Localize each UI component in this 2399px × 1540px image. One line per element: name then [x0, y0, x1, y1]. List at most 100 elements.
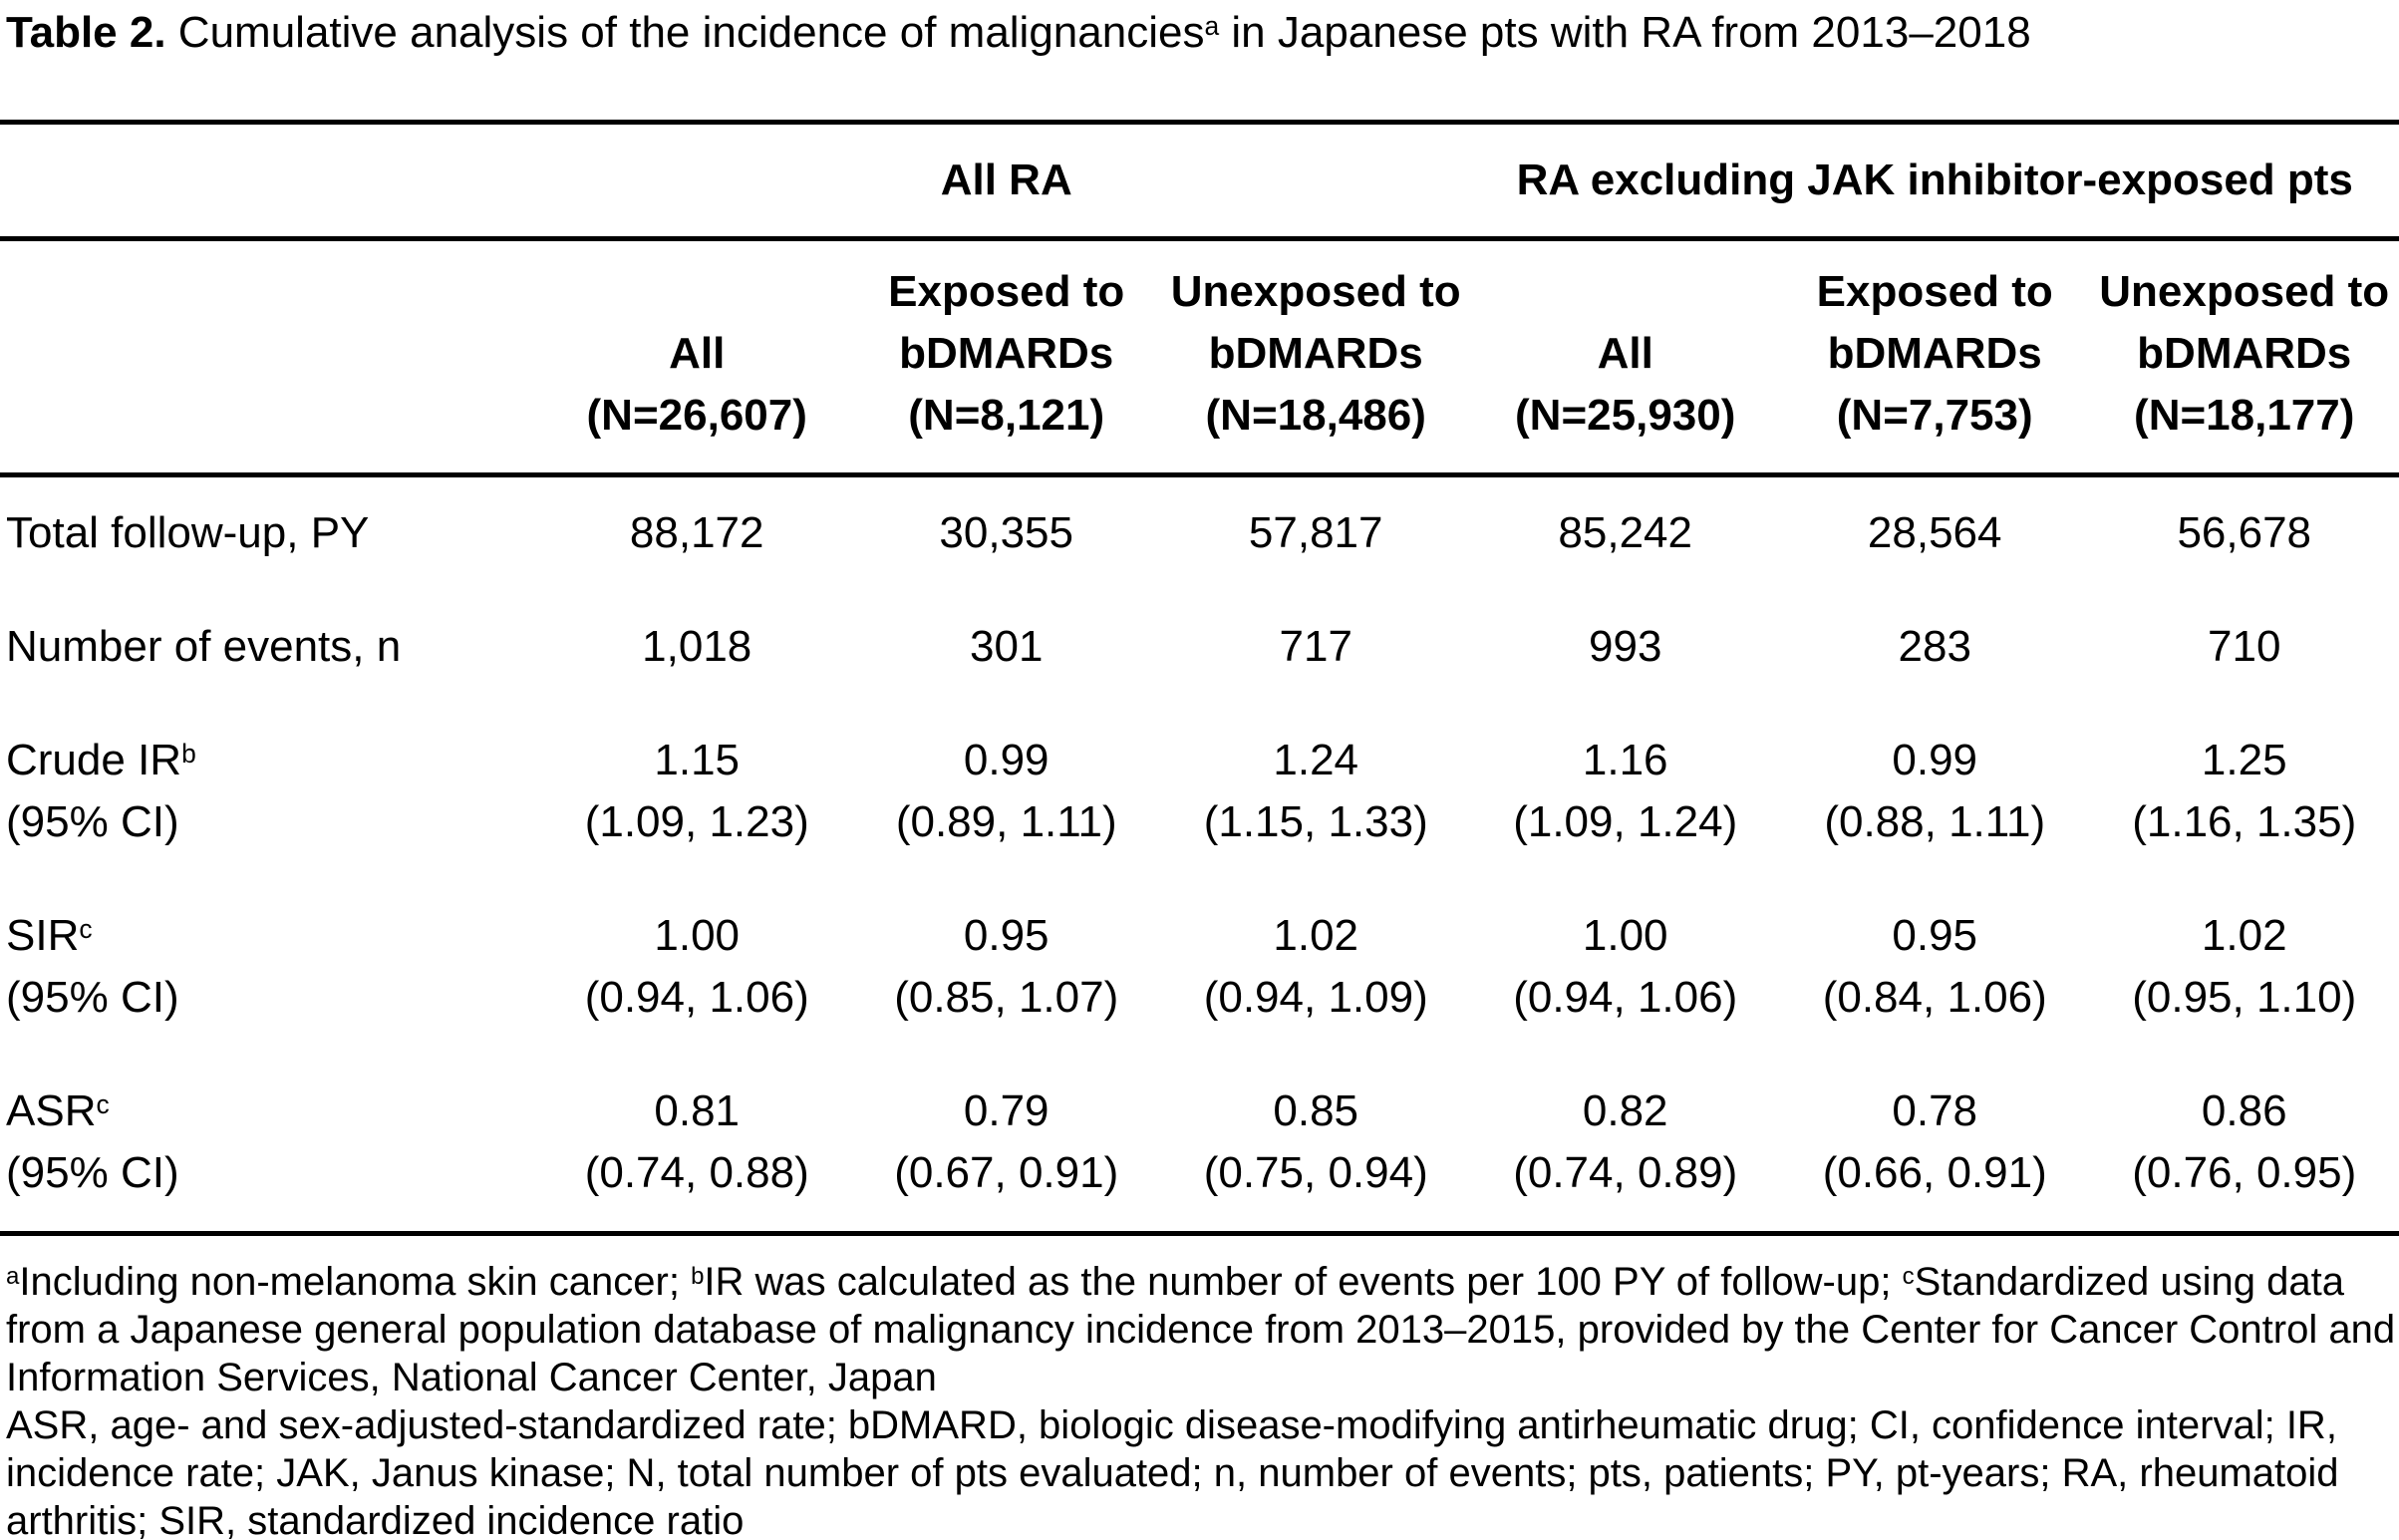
footnote-abbreviations: ASR, age- and sex-adjusted-standardized …: [6, 1403, 2339, 1540]
row-label-asr: ASRc (95% CI): [0, 1056, 542, 1236]
cell-value: 1.15: [654, 736, 741, 784]
footnotes: aIncluding non-melanoma skin cancer; bIR…: [0, 1258, 2399, 1540]
cell-value-ci: 0.99 (0.89, 1.11): [851, 705, 1161, 880]
cell-value: 0.99: [963, 736, 1050, 784]
column-header-line: (N=18,177): [2134, 391, 2355, 440]
cell-value: 1.02: [1273, 911, 1359, 960]
cell-ci: (0.74, 0.89): [1513, 1148, 1738, 1197]
cell-value: 1,018: [642, 622, 752, 671]
cell-value: 57,817: [1248, 508, 1383, 557]
column-header-ra-excl-jak-exposed: Exposed to bDMARDs (N=7,753): [1779, 238, 2090, 477]
row-sublabel: (95% CI): [6, 973, 179, 1022]
cell-value: 0.86: [2201, 1086, 2287, 1135]
cell-ci: (0.94, 1.06): [584, 973, 809, 1022]
row-sublabel: (95% CI): [6, 1148, 179, 1197]
column-header-line: (N=18,486): [1205, 391, 1426, 440]
cell-value-ci: 0.86 (0.76, 0.95): [2089, 1056, 2399, 1236]
row-label-number-of-events: Number of events, n: [6, 622, 402, 671]
cell-ci: (0.85, 1.07): [894, 973, 1119, 1022]
cell-ci: (1.09, 1.23): [584, 797, 809, 846]
cell-value: 301: [970, 622, 1044, 671]
column-header-row: All (N=26,607) Exposed to bDMARDs (N=8,1…: [0, 238, 2399, 477]
cell-value: 1.25: [2201, 736, 2287, 784]
corner-cell: [0, 238, 542, 477]
cell-value-ci: 0.81 (0.74, 0.88): [541, 1056, 852, 1236]
cell-value: 1.02: [2201, 911, 2287, 960]
cell-value: 993: [1589, 622, 1662, 671]
column-header-ra-excl-jak-all: All (N=25,930): [1470, 238, 1780, 477]
cell-ci: (0.94, 1.06): [1513, 973, 1738, 1022]
cell-value: 0.79: [963, 1086, 1050, 1135]
column-header-line: All: [1597, 329, 1653, 378]
footnote-text-a: Including non-melanoma skin cancer;: [19, 1260, 692, 1304]
column-header-line: All: [669, 329, 726, 378]
table-row-total-followup: Total follow-up, PY 88,172 30,355 57,817…: [0, 475, 2399, 592]
table-row-crude-ir: Crude IRb (95% CI) 1.15 (1.09, 1.23) 0.99…: [0, 705, 2399, 880]
group-header-all-ra: All RA: [541, 120, 1471, 241]
cell-value: 710: [2208, 622, 2281, 671]
table-number-label: Table 2.: [6, 8, 166, 57]
cell-value-ci: 0.95 (0.84, 1.06): [1780, 880, 2090, 1056]
footnote-text-c: Standardized using data from a Japanese …: [6, 1260, 2396, 1399]
cell-value: 1.16: [1582, 736, 1668, 784]
cell-ci: (1.09, 1.24): [1513, 797, 1738, 846]
cell-value: 1.00: [1582, 911, 1668, 960]
cell-value-ci: 1.00 (0.94, 1.06): [542, 880, 852, 1056]
column-header-line: bDMARDs: [899, 329, 1114, 378]
footnote-marker-b: b: [691, 1263, 705, 1291]
column-header-all-ra-all: All (N=26,607): [541, 238, 852, 477]
footnote-marker-c: c: [1902, 1263, 1915, 1291]
cell-value: 88,172: [629, 508, 764, 557]
table-title: Table 2. Cumulative analysis of the inci…: [0, 0, 2399, 60]
cell-value: 1.24: [1273, 736, 1359, 784]
group-header-ra-excluding-jak: RA excluding JAK inhibitor-exposed pts: [1470, 120, 2399, 241]
column-header-line: (N=26,607): [586, 391, 807, 440]
cell-value: 0.78: [1892, 1086, 1978, 1135]
column-header-line: bDMARDs: [2137, 329, 2352, 378]
footnote-marker-b: b: [181, 739, 196, 770]
cell-value-ci: 0.79 (0.67, 0.91): [851, 1056, 1161, 1236]
footnote-marker-c: c: [79, 914, 93, 945]
column-header-line: (N=25,930): [1515, 391, 1736, 440]
column-header-line: Unexposed to: [2099, 267, 2390, 316]
cell-value-ci: 1.15 (1.09, 1.23): [542, 705, 852, 880]
cell-value: 0.81: [654, 1086, 741, 1135]
column-header-ra-excl-jak-unexposed: Unexposed to bDMARDs (N=18,177): [2089, 238, 2399, 477]
table-row-number-of-events: Number of events, n 1,018 301 717 993 28…: [0, 591, 2399, 705]
footnote-marker-a: a: [6, 1263, 20, 1291]
table-title-text: Cumulative analysis of the incidence of …: [165, 8, 1205, 57]
cell-ci: (1.16, 1.35): [2132, 797, 2357, 846]
table-row-asr: ASRc (95% CI) 0.81 (0.74, 0.88) 0.79 (0.67…: [0, 1056, 2399, 1236]
cell-ci: (0.84, 1.06): [1822, 973, 2047, 1022]
column-header-line: Unexposed to: [1170, 267, 1461, 316]
cell-value-ci: 0.82 (0.74, 0.89): [1470, 1056, 1780, 1236]
row-label-text: ASR: [6, 1086, 97, 1135]
row-label: ASRc: [6, 1080, 542, 1142]
cell-ci: (0.75, 0.94): [1203, 1148, 1428, 1197]
cell-ci: (0.67, 0.91): [894, 1148, 1119, 1197]
cell-value-ci: 0.78 (0.66, 0.91): [1779, 1056, 2090, 1236]
row-label-text: Crude IR: [6, 736, 182, 784]
column-header-line: bDMARDs: [1827, 329, 2042, 378]
cell-ci: (0.89, 1.11): [895, 797, 1117, 846]
column-header-line: Exposed to: [888, 267, 1125, 316]
cell-ci: (0.76, 0.95): [2132, 1148, 2357, 1197]
row-label-sir: SIRc (95% CI): [0, 880, 542, 1056]
table-title-text-after: in Japanese pts with RA from 2013–2018: [1219, 8, 2031, 57]
cell-value: 0.95: [963, 911, 1050, 960]
column-header-all-ra-unexposed: Unexposed to bDMARDs (N=18,486): [1160, 238, 1471, 477]
cell-value: 1.00: [654, 911, 741, 960]
cell-value-ci: 1.24 (1.15, 1.33): [1161, 705, 1471, 880]
column-header-all-ra-exposed: Exposed to bDMARDs (N=8,121): [851, 238, 1161, 477]
group-header-row: All RA RA excluding JAK inhibitor-expose…: [0, 120, 2399, 241]
row-label-total-followup: Total follow-up, PY: [6, 508, 370, 557]
cell-ci: (0.74, 0.88): [584, 1148, 809, 1197]
cell-value: 0.95: [1892, 911, 1978, 960]
column-header-line: Exposed to: [1816, 267, 2053, 316]
cell-value: 56,678: [2177, 508, 2312, 557]
cell-ci: (1.15, 1.33): [1203, 797, 1428, 846]
cell-value-ci: 1.02 (0.94, 1.09): [1161, 880, 1471, 1056]
cell-value: 0.82: [1582, 1086, 1668, 1135]
cell-value: 30,355: [939, 508, 1073, 557]
cell-value: 85,242: [1558, 508, 1692, 557]
